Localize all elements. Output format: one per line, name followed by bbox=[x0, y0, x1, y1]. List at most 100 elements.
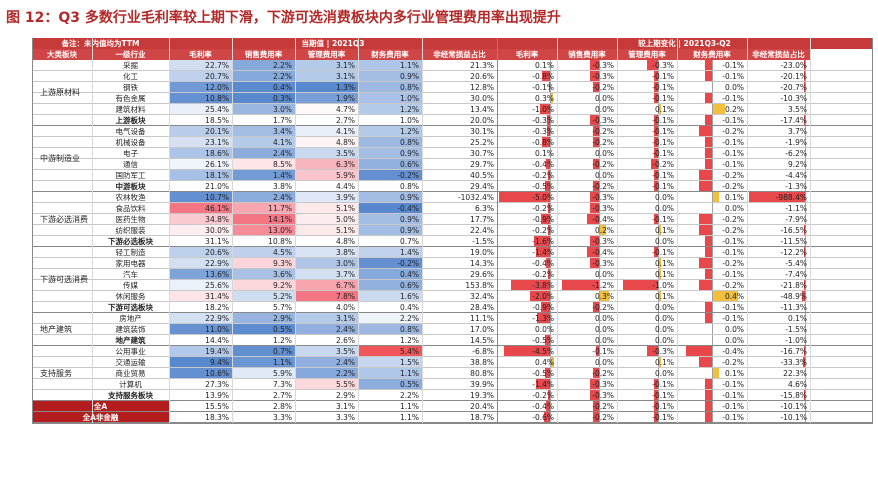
current-value: 0.8% bbox=[358, 82, 422, 93]
current-value: 13.9% bbox=[205, 391, 229, 400]
grid-line bbox=[32, 169, 872, 170]
current-value: 3.0% bbox=[295, 258, 358, 269]
change-value: -0.1% bbox=[652, 138, 674, 147]
zero-axis bbox=[657, 280, 659, 291]
zero-axis bbox=[805, 71, 807, 82]
change-bar bbox=[698, 357, 712, 368]
change-cell: -0.3% bbox=[557, 71, 617, 82]
grid-line bbox=[32, 345, 872, 346]
change-bar bbox=[647, 60, 658, 71]
industry-name: 交通运输 bbox=[115, 358, 146, 367]
change-bar bbox=[705, 412, 712, 423]
current-value: 18.7% bbox=[470, 413, 494, 422]
change-cell: -0.4% bbox=[677, 346, 747, 357]
current-value: 2.2% bbox=[295, 368, 358, 379]
current-value: 25.2% bbox=[470, 138, 494, 147]
current-value: 30.0% bbox=[470, 94, 494, 103]
change-cell: -1.0% bbox=[617, 280, 677, 291]
change-bar bbox=[705, 115, 712, 126]
current-value: 4.0% bbox=[335, 303, 355, 312]
current-metric-header: 非经常损益占比 bbox=[422, 49, 497, 60]
zero-axis bbox=[805, 225, 807, 236]
change-value: -2.0% bbox=[532, 292, 554, 301]
zero-axis bbox=[712, 236, 713, 247]
zero-axis bbox=[549, 324, 551, 335]
change-value: -0.9% bbox=[532, 303, 554, 312]
current-value: 1.4% bbox=[232, 170, 295, 181]
current-value: 0.8% bbox=[358, 137, 422, 148]
current-value: 4.1% bbox=[232, 137, 295, 148]
current-value: 3.7% bbox=[295, 269, 358, 280]
note-label: 备注：未内值均为TTM bbox=[32, 38, 169, 49]
grid-line bbox=[32, 257, 872, 258]
current-value: -1.5% bbox=[472, 237, 494, 246]
change-value: 0.0% bbox=[654, 204, 674, 213]
change-cell: -0.2% bbox=[497, 203, 557, 214]
zero-axis bbox=[712, 258, 713, 269]
current-value: 5.9% bbox=[295, 170, 358, 181]
change-value: -20.7% bbox=[780, 83, 807, 92]
zero-axis bbox=[712, 148, 713, 159]
change-bar bbox=[705, 236, 712, 247]
current-value: 0.9% bbox=[358, 192, 422, 203]
change-bar bbox=[590, 390, 600, 401]
change-cell: -0.3% bbox=[557, 390, 617, 401]
zero-axis bbox=[599, 60, 601, 71]
zero-axis bbox=[805, 368, 807, 379]
figure-title: 图 12：Q3 多数行业毛利率较上期下滑，下游可选消费板块内多行业管理费用率出现… bbox=[6, 10, 561, 26]
change-bar bbox=[545, 401, 550, 412]
change-cell: -0.2% bbox=[617, 159, 677, 170]
change-bar bbox=[593, 159, 600, 170]
zero-axis bbox=[599, 247, 601, 258]
zero-axis bbox=[657, 258, 659, 269]
zero-axis bbox=[599, 159, 601, 170]
current-value: 10.8% bbox=[268, 237, 292, 246]
change-value: -1.2% bbox=[592, 281, 614, 290]
zero-axis bbox=[599, 214, 601, 225]
change-value: -11.3% bbox=[780, 303, 807, 312]
change-cell: -0.1% bbox=[677, 302, 747, 313]
change-value: -0.4% bbox=[532, 402, 554, 411]
current-value: 13.0% bbox=[232, 225, 295, 236]
change-value: 0.1% bbox=[654, 358, 674, 367]
current-value: 80.8% bbox=[470, 369, 494, 378]
change-bar bbox=[654, 93, 658, 104]
zero-axis bbox=[599, 236, 601, 247]
change-value: -0.2% bbox=[592, 138, 614, 147]
current-value: 2.4% bbox=[295, 357, 358, 368]
change-cell: -0.1% bbox=[677, 236, 747, 247]
current-value: 3.1% bbox=[295, 313, 358, 324]
zero-axis bbox=[599, 390, 601, 401]
change-value: -1.4% bbox=[532, 380, 554, 389]
zero-axis bbox=[712, 71, 713, 82]
zero-axis bbox=[549, 148, 551, 159]
change-cell: -0.5% bbox=[497, 368, 557, 379]
current-value: 46.1% bbox=[169, 203, 232, 214]
current-value: 5.7% bbox=[272, 303, 292, 312]
change-bar bbox=[654, 126, 658, 137]
current-value: 0.9% bbox=[358, 148, 422, 159]
current-value: 1.2% bbox=[399, 336, 419, 345]
change-bar bbox=[804, 302, 806, 313]
current-value: 25.4% bbox=[169, 104, 232, 115]
change-bar bbox=[547, 225, 550, 236]
change-cell: 0.0% bbox=[617, 335, 677, 346]
current-value: -0.4% bbox=[358, 203, 422, 214]
zero-axis bbox=[549, 269, 551, 280]
zero-axis bbox=[657, 71, 659, 82]
change-value: -0.3% bbox=[532, 116, 554, 125]
industry-name: 机械设备 bbox=[115, 138, 146, 147]
zero-axis bbox=[805, 148, 807, 159]
change-value: -10.1% bbox=[780, 413, 807, 422]
current-value: 4.1% bbox=[295, 126, 358, 137]
change-cell: -0.2% bbox=[677, 357, 747, 368]
zero-axis bbox=[657, 159, 659, 170]
zero-axis bbox=[599, 412, 601, 423]
change-bar bbox=[536, 313, 550, 324]
zero-axis bbox=[549, 203, 551, 214]
zero-axis bbox=[599, 203, 601, 214]
current-value: 10.8% bbox=[169, 93, 232, 104]
grid-line bbox=[32, 312, 872, 313]
change-cell: -1.6% bbox=[497, 236, 557, 247]
current-value: 3.8% bbox=[295, 247, 358, 258]
